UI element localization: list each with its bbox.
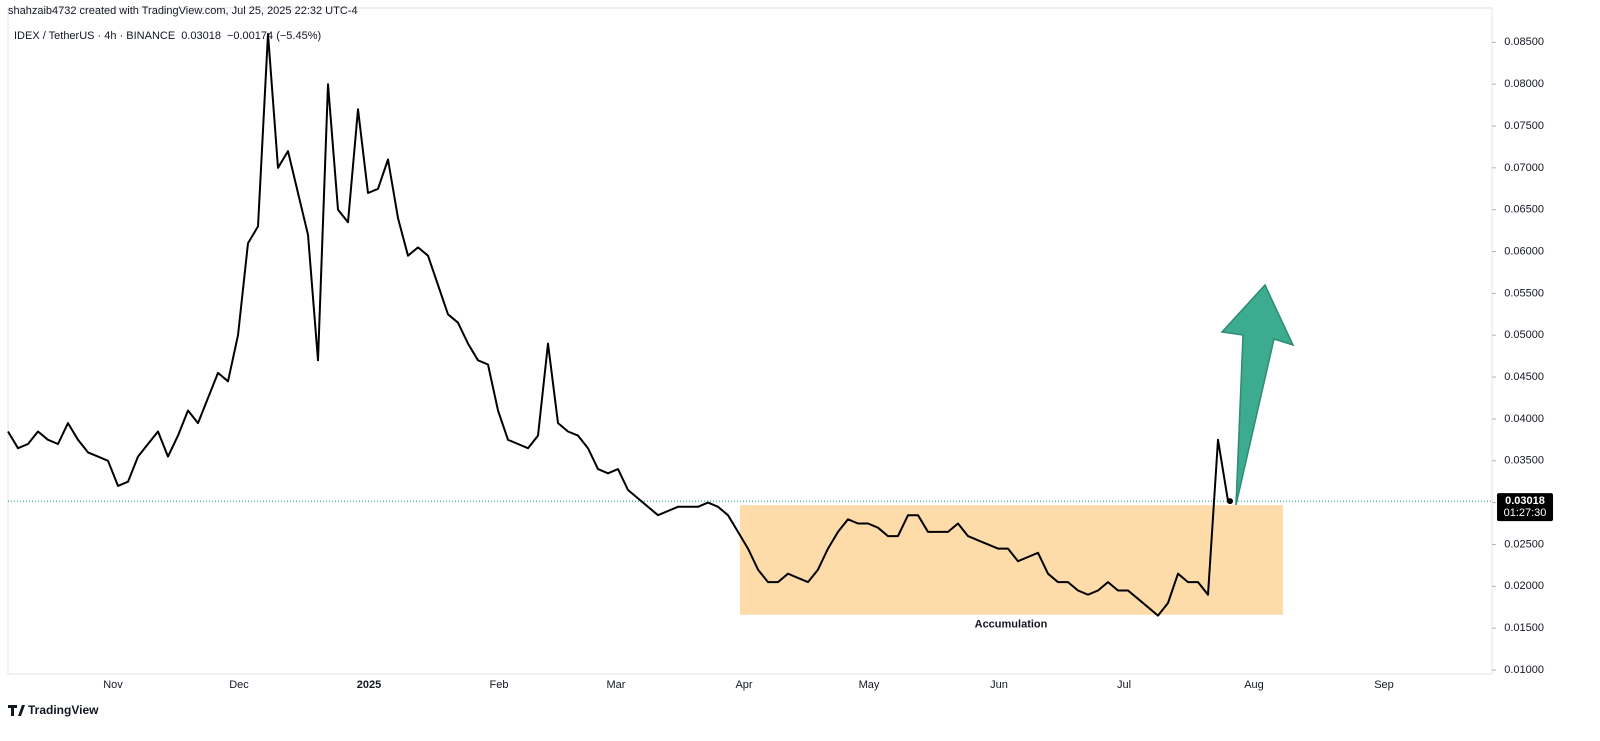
symbol-header: IDEX / TetherUS · 4h · BINANCE 0.03018 −0.… [14,30,321,42]
y-tick-label: 0.05500 [1504,287,1544,299]
logo-text: TradingView [28,703,99,717]
x-tick-label: Nov [103,679,123,691]
header-price: 0.03018 [181,30,221,42]
accumulation-zone [740,505,1283,615]
x-tick-label: Apr [735,679,752,691]
y-tick-label: 0.04500 [1504,371,1544,383]
y-tick-label: 0.01000 [1504,664,1544,676]
symbol: IDEX / TetherUS · 4h · BINANCE [14,30,175,42]
y-tick-label: 0.05000 [1504,329,1544,341]
y-tick-label: 0.06000 [1504,245,1544,257]
y-tick-label: 0.08500 [1504,36,1544,48]
y-tick-label: 0.06500 [1504,204,1544,216]
x-tick-label: Feb [490,679,509,691]
price-tag-countdown: 01:27:30 [1504,507,1547,519]
watermark: shahzaib4732 created with TradingView.co… [8,5,358,17]
x-tick-label: Aug [1244,679,1264,691]
last-point [1227,498,1233,505]
x-tick-label: Mar [607,679,626,691]
logo: TradingView [8,703,99,717]
logo-icon [8,705,25,716]
x-tick-label: May [859,679,880,691]
header-change: −0.00174 (−5.45%) [227,30,321,42]
y-tick-label: 0.02000 [1504,580,1544,592]
y-tick-label: 0.03500 [1504,455,1544,467]
x-tick-label: Jul [1117,679,1131,691]
x-tick-label: Dec [229,679,249,691]
x-tick-label: 2025 [357,679,381,691]
y-tick-label: 0.02500 [1504,538,1544,550]
y-tick-label: 0.08000 [1504,78,1544,90]
y-tick-label: 0.07500 [1504,120,1544,132]
price-tag-value: 0.03018 [1505,495,1545,507]
arrow [1220,283,1295,506]
price-tag [1497,493,1553,522]
y-tick-label: 0.04000 [1504,413,1544,425]
price-line [7,32,1229,617]
y-tick-label: 0.01500 [1504,622,1544,634]
y-tick-label: 0.07000 [1504,162,1544,174]
zone-label: Accumulation [975,619,1048,631]
x-tick-label: Sep [1374,679,1394,691]
x-tick-label: Jun [990,679,1008,691]
